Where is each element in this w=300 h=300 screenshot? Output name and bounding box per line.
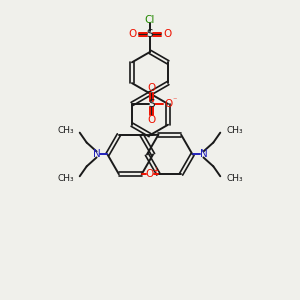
Text: O: O (146, 169, 154, 179)
Text: O: O (148, 115, 156, 125)
Text: CH₃: CH₃ (57, 174, 74, 183)
Text: S: S (148, 99, 155, 109)
Text: CH₃: CH₃ (57, 126, 74, 135)
Text: O: O (164, 29, 172, 39)
Text: CH₃: CH₃ (226, 174, 243, 183)
Text: N: N (200, 149, 207, 160)
Text: N: N (93, 149, 101, 160)
Text: +: + (152, 166, 158, 175)
Text: O: O (164, 99, 173, 109)
Text: S: S (147, 29, 153, 39)
Text: ⁻: ⁻ (172, 95, 177, 104)
Text: O: O (128, 29, 136, 39)
Text: CH₃: CH₃ (226, 126, 243, 135)
Text: Cl: Cl (145, 15, 155, 25)
Text: O: O (148, 83, 156, 93)
